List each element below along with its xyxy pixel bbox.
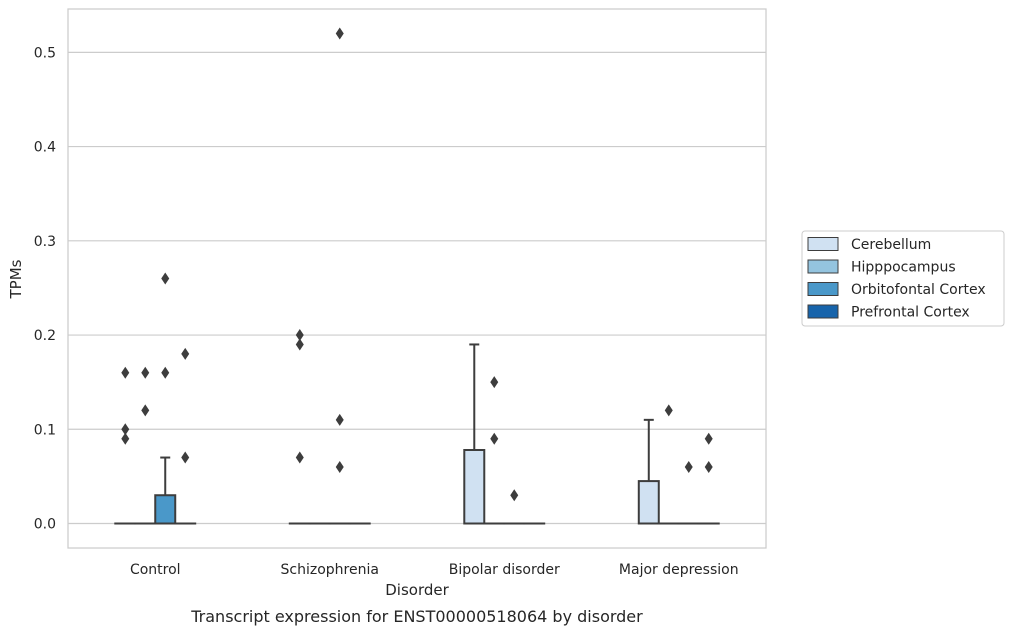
- outlier-point: [335, 27, 344, 40]
- box-orbitofontal-cortex: [154, 456, 177, 525]
- box-body: [154, 494, 177, 525]
- y-tick-label: 0.2: [34, 328, 56, 344]
- x-tick-label: Schizophrenia: [281, 562, 379, 578]
- plot-area-frame: [67, 8, 767, 549]
- legend-swatch: [807, 304, 839, 319]
- legend-swatch: [807, 237, 839, 251]
- box-body: [637, 480, 660, 525]
- outlier-point: [121, 423, 130, 436]
- outlier-point: [335, 460, 344, 473]
- legend-label: Orbitofontal Cortex: [851, 282, 986, 298]
- y-axis-ticks: 0.0 0.1 0.2 0.3 0.4 0.5: [34, 45, 56, 532]
- y-tick-label: 0.0: [34, 517, 56, 533]
- outlier-point: [121, 366, 130, 379]
- outlier-point: [490, 432, 499, 445]
- outlier-point: [510, 489, 519, 502]
- outlier-point: [704, 460, 713, 473]
- legend-label: Prefrontal Cortex: [851, 305, 970, 321]
- outlier-point: [161, 366, 170, 379]
- legend-swatch: [807, 259, 839, 274]
- outlier-point: [295, 338, 304, 351]
- y-tick-label: 0.1: [34, 422, 56, 438]
- legend-label: Hipppocampus: [851, 260, 956, 276]
- outlier-point: [181, 451, 190, 464]
- outlier-points: [121, 27, 713, 502]
- outlier-point: [295, 329, 304, 342]
- grid-lines: [68, 51, 766, 525]
- outlier-point: [684, 460, 693, 473]
- outlier-point: [141, 366, 150, 379]
- outlier-point: [141, 404, 150, 417]
- legend-swatch: [807, 282, 839, 296]
- outlier-point: [161, 272, 170, 285]
- box-cerebellum: [463, 343, 486, 525]
- y-axis-label: TPMs: [7, 259, 25, 299]
- outlier-point: [295, 451, 304, 464]
- x-tick-label: Control: [130, 562, 181, 578]
- chart-caption: Transcript expression for ENST0000051806…: [190, 607, 643, 626]
- x-tick-label: Major depression: [619, 562, 739, 578]
- x-axis-ticks: Control Schizophrenia Bipolar disorder Majo…: [130, 562, 739, 578]
- box-body: [463, 449, 486, 525]
- outlier-point: [121, 432, 130, 445]
- legend-label: Cerebellum: [851, 237, 931, 253]
- outlier-point: [335, 413, 344, 426]
- y-tick-label: 0.3: [34, 234, 56, 250]
- outlier-point: [704, 432, 713, 445]
- outlier-point: [490, 376, 499, 389]
- y-tick-label: 0.4: [34, 140, 56, 156]
- y-tick-label: 0.5: [34, 45, 56, 61]
- box-cerebellum: [637, 418, 660, 525]
- outlier-point: [664, 404, 673, 417]
- legend-frame: [801, 230, 1005, 327]
- x-axis-label: Disorder: [385, 581, 449, 599]
- box-groups: [114, 343, 720, 525]
- x-tick-label: Bipolar disorder: [449, 562, 560, 578]
- legend: Cerebellum Hipppocampus Orbitofontal Corte…: [801, 230, 1005, 327]
- outlier-point: [181, 347, 190, 360]
